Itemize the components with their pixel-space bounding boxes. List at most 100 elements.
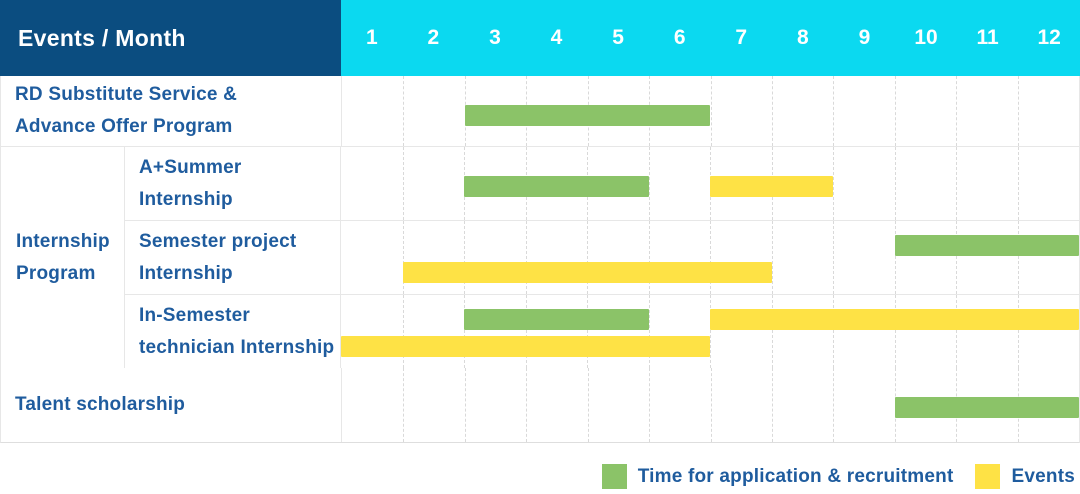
month-gridline [464,221,465,294]
month-gridline [956,76,958,146]
table-row: RD Substitute Service & Advance Offer Pr… [1,76,1079,146]
chart-cell [341,221,1079,294]
month-gridline [894,76,896,146]
table-row: Semester project Internship [125,220,1079,294]
yellow-swatch-icon [975,464,1001,489]
month-gridline [710,221,711,294]
month-gridline [525,295,527,368]
internship-program-group: Internship Program A+Summer Internship S… [1,146,1079,368]
month-label: 10 [914,26,938,49]
row-label-line: Internship [139,188,233,210]
gantt-bar-event [341,336,710,357]
month-header-strip: 1 2 3 4 5 6 7 8 9 10 11 12 [341,0,1080,76]
month-gridline [402,295,404,368]
table-row: A+Summer Internship [125,147,1079,220]
row-label-line: Semester project [139,230,297,252]
month-gridline [894,295,896,368]
month-gridline [710,368,712,442]
group-label-internship-program: Internship Program [1,147,125,368]
month-gridline [833,368,835,442]
month-gridline [956,147,957,220]
chart-cell [341,295,1079,368]
month-gridline [956,221,957,294]
month-gridline [771,76,773,146]
legend-item-application: Time for application & recruitment [601,464,954,489]
month-gridline [402,147,404,220]
month-gridline [1017,221,1019,294]
month-label: 6 [673,26,686,49]
month-label: 5 [612,26,624,49]
chart-cell [341,147,1079,220]
row-label-line: Talent scholarship [15,394,186,415]
gantt-bar-application [464,105,711,126]
row-label-line: A+Summer [139,156,242,178]
gantt-bar-application [894,235,1079,256]
month-gridline [833,295,834,368]
month-label: 2 [427,26,440,49]
month-gridline [402,221,404,294]
month-gridline [464,368,466,442]
month-gridline [710,295,711,368]
row-label-line: In-Semester [139,304,250,326]
month-gridline [771,295,773,368]
gantt-bar-event [710,309,1079,330]
row-label-line: Internship [139,262,233,284]
gantt-schedule-chart: Events / Month 1 2 3 4 5 6 7 8 9 10 11 12 RD Substi… [0,0,1080,443]
gantt-bar-event [710,176,833,197]
group-sub-rows: A+Summer Internship Semester project Int… [125,147,1079,368]
month-label: 4 [550,26,563,49]
row-label-talent-scholarship: Talent scholarship [1,368,342,442]
chart-cell [342,76,1079,146]
month-gridline [464,295,465,368]
month-label: 8 [796,26,809,49]
row-label-line: technician Internship [139,336,335,358]
month-gridline [587,368,589,442]
month-gridline [403,76,405,146]
month-gridline [648,147,650,220]
row-label-in-semester-technician: In-Semester technician Internship [125,295,341,368]
row-label-line: Advance Offer Program [15,116,233,137]
month-gridline [587,221,588,294]
header-row: Events / Month 1 2 3 4 5 6 7 8 9 10 11 12 [0,0,1080,76]
green-swatch-icon [601,464,627,489]
month-gridline [1017,76,1019,146]
month-gridline [526,368,528,442]
month-gridline [894,147,896,220]
month-gridline [587,295,588,368]
chart-cell [342,368,1079,442]
month-label: 12 [1037,26,1061,49]
month-gridline [833,147,834,220]
month-gridline [833,221,834,294]
row-label-semester-project: Semester project Internship [125,221,341,294]
row-label-a-plus-summer: A+Summer Internship [125,147,341,220]
month-label: 3 [489,26,501,49]
gantt-bar-event [402,262,772,283]
month-gridline [956,295,957,368]
month-gridline [833,76,835,146]
month-label: 7 [735,26,748,49]
table-body: RD Substitute Service & Advance Offer Pr… [0,76,1080,443]
legend: Time for application & recruitment Event… [0,464,1080,489]
legend-item-events: Events [975,464,1075,489]
month-label: 11 [976,26,999,49]
group-label-line: Program [16,262,96,284]
month-gridline [1017,147,1019,220]
month-label: 9 [858,26,871,49]
month-gridline [894,221,896,294]
month-gridline [710,76,712,146]
table-row: Talent scholarship [1,368,1079,442]
legend-label-application: Time for application & recruitment [637,465,954,487]
row-label-rd-substitute: RD Substitute Service & Advance Offer Pr… [1,76,342,146]
gantt-bar-application [894,397,1079,418]
table-row: In-Semester technician Internship [125,294,1079,368]
month-gridline [771,368,773,442]
group-label-line: Internship [16,230,110,252]
gantt-bar-application [464,176,649,197]
month-label: 1 [365,26,378,49]
month-gridline [648,221,650,294]
month-gridline [649,368,651,442]
gantt-bar-application [464,309,649,330]
month-gridline [403,368,405,442]
row-label-line: RD Substitute Service & [15,84,238,105]
legend-label-events: Events [1011,465,1075,487]
